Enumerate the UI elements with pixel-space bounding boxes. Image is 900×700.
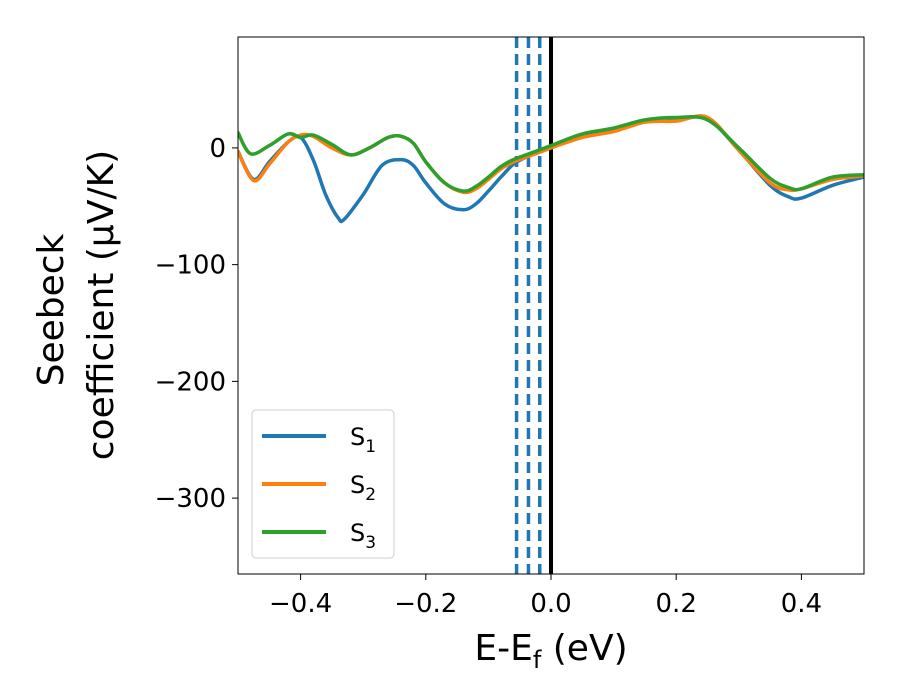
x-tick-label: 0.4 — [781, 589, 822, 619]
x-tick-label: −0.2 — [394, 589, 457, 619]
y-tick-label: −200 — [155, 367, 226, 397]
y-axis-title: Seebeck coefficient (μV/K) — [31, 150, 122, 460]
legend-label-s1: S1 — [350, 423, 376, 457]
x-axis-ticks: −0.4 −0.2 0.0 0.2 0.4 — [269, 574, 822, 619]
legend: S1 S2 S3 — [251, 409, 395, 559]
y-tick-label: 0 — [209, 134, 226, 164]
x-tick-label: 0.0 — [530, 589, 571, 619]
legend-label-s3: S3 — [350, 519, 376, 553]
x-tick-label: 0.2 — [656, 589, 697, 619]
y-axis-title-line1: Seebeck — [31, 233, 72, 386]
y-tick-label: −300 — [155, 484, 226, 514]
x-tick-label: −0.4 — [269, 589, 332, 619]
x-axis-title: E-Ef (eV) — [474, 628, 627, 674]
series-line-s3 — [238, 115, 864, 193]
legend-label-s2: S2 — [350, 471, 376, 505]
series-layer — [238, 114, 864, 224]
y-tick-label: −100 — [155, 251, 226, 281]
reference-lines — [514, 37, 553, 574]
y-axis-title-line2: coefficient (μV/K) — [81, 150, 122, 460]
y-axis-ticks: 0 −100 −200 −300 — [155, 134, 238, 514]
